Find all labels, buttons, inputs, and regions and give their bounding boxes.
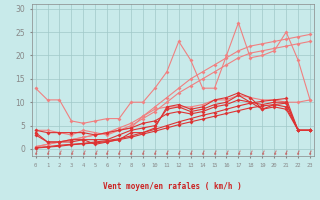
Text: ↓: ↓ (152, 150, 158, 157)
Text: ↓: ↓ (175, 150, 182, 157)
Text: ↓: ↓ (92, 150, 99, 157)
Text: ↓: ↓ (271, 150, 277, 157)
Text: ↓: ↓ (164, 150, 170, 157)
Text: ↓: ↓ (223, 150, 230, 157)
Text: ↓: ↓ (307, 150, 313, 157)
Text: ↓: ↓ (116, 150, 123, 157)
Text: ↓: ↓ (295, 150, 301, 157)
Text: ↓: ↓ (235, 150, 242, 157)
Text: ↓: ↓ (247, 150, 254, 157)
Text: ↓: ↓ (188, 150, 194, 157)
Text: ↓: ↓ (211, 150, 218, 157)
Text: ↓: ↓ (199, 150, 206, 157)
Text: ↓: ↓ (32, 150, 39, 157)
Text: ↓: ↓ (259, 150, 266, 157)
Text: ↓: ↓ (128, 150, 134, 157)
X-axis label: Vent moyen/en rafales ( km/h ): Vent moyen/en rafales ( km/h ) (103, 182, 242, 191)
Text: ↓: ↓ (140, 150, 146, 157)
Text: ↓: ↓ (56, 150, 63, 157)
Text: ↓: ↓ (44, 150, 51, 157)
Text: ↓: ↓ (68, 150, 75, 157)
Text: ↓: ↓ (283, 150, 290, 157)
Text: ↓: ↓ (104, 150, 110, 157)
Text: ↓: ↓ (80, 150, 87, 157)
